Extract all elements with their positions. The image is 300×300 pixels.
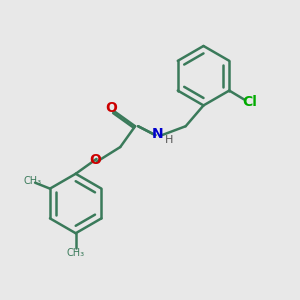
Text: CH₃: CH₃ [67,248,85,257]
Text: O: O [89,153,101,167]
Text: N: N [152,127,163,141]
Text: CH₃: CH₃ [23,176,41,186]
Text: H: H [165,135,173,145]
Text: Cl: Cl [243,95,257,110]
Text: O: O [105,101,117,116]
